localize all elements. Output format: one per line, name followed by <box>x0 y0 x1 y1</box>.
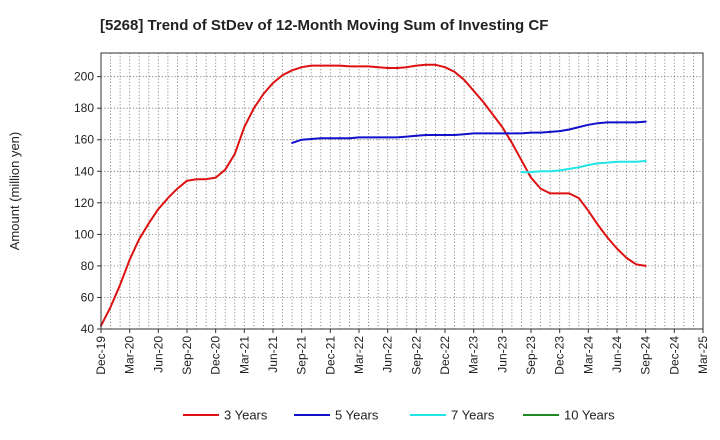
x-tick-label: Mar-21 <box>237 336 251 374</box>
grid <box>101 53 703 330</box>
x-tick-label: Dec-20 <box>209 336 223 375</box>
x-tick-label: Sep-24 <box>639 336 653 375</box>
y-tick-label: 40 <box>81 322 95 336</box>
legend-label: 7 Years <box>451 408 495 423</box>
x-tick-label: Sep-20 <box>180 336 194 375</box>
legend-label: 3 Years <box>224 408 268 423</box>
x-tick-label: Mar-25 <box>696 336 710 374</box>
x-tick-label: Mar-22 <box>352 336 366 374</box>
x-tick-label: Dec-22 <box>438 336 452 375</box>
x-tick-label: Jun-20 <box>151 336 165 373</box>
y-tick-label: 140 <box>74 164 94 178</box>
y-tick-label: 200 <box>74 70 94 84</box>
x-tick-label: Mar-20 <box>123 336 137 374</box>
x-tick-label: Jun-23 <box>495 336 509 373</box>
x-tick-label: Jun-22 <box>381 336 395 373</box>
x-tick-label: Dec-24 <box>667 336 681 375</box>
x-tick-label: Jun-21 <box>266 336 280 373</box>
x-tick-label: Sep-23 <box>524 336 538 375</box>
legend-label: 10 Years <box>564 408 615 423</box>
y-tick-label: 160 <box>74 133 94 147</box>
x-tick-label: Dec-21 <box>323 336 337 375</box>
x-tick-label: Sep-21 <box>295 336 309 375</box>
y-tick-label: 120 <box>74 196 94 210</box>
plot-frame <box>100 52 704 330</box>
chart-title: [5268] Trend of StDev of 12-Month Moving… <box>100 17 548 34</box>
x-tick-label: Jun-24 <box>610 336 624 373</box>
y-tick-label: 80 <box>81 259 95 273</box>
y-tick-label: 180 <box>74 101 94 115</box>
x-tick-label: Sep-22 <box>409 336 423 375</box>
x-axis-ticks: Dec-19 Mar-20 Jun-20 Sep-20 Dec-20 Mar-21 Jun-… <box>94 329 710 375</box>
series-line-7-years <box>520 160 647 174</box>
y-tick-label: 100 <box>74 227 94 241</box>
y-axis-label: Amount (million yen) <box>7 132 22 251</box>
series-line-5-years <box>291 120 647 144</box>
x-tick-label: Mar-23 <box>467 336 481 374</box>
y-tick-label: 60 <box>81 290 95 304</box>
x-tick-label: Mar-24 <box>581 336 595 374</box>
x-tick-label: Dec-23 <box>553 336 567 375</box>
legend: 3 Years 5 Years 7 Years 10 Years <box>183 408 615 423</box>
series-line-3-years <box>100 63 647 327</box>
x-tick-label: Dec-19 <box>94 336 108 375</box>
plot-series <box>100 63 647 327</box>
y-axis-ticks: 40 60 80 100 120 140 160 180 200 <box>74 70 101 336</box>
legend-label: 5 Years <box>335 408 379 423</box>
